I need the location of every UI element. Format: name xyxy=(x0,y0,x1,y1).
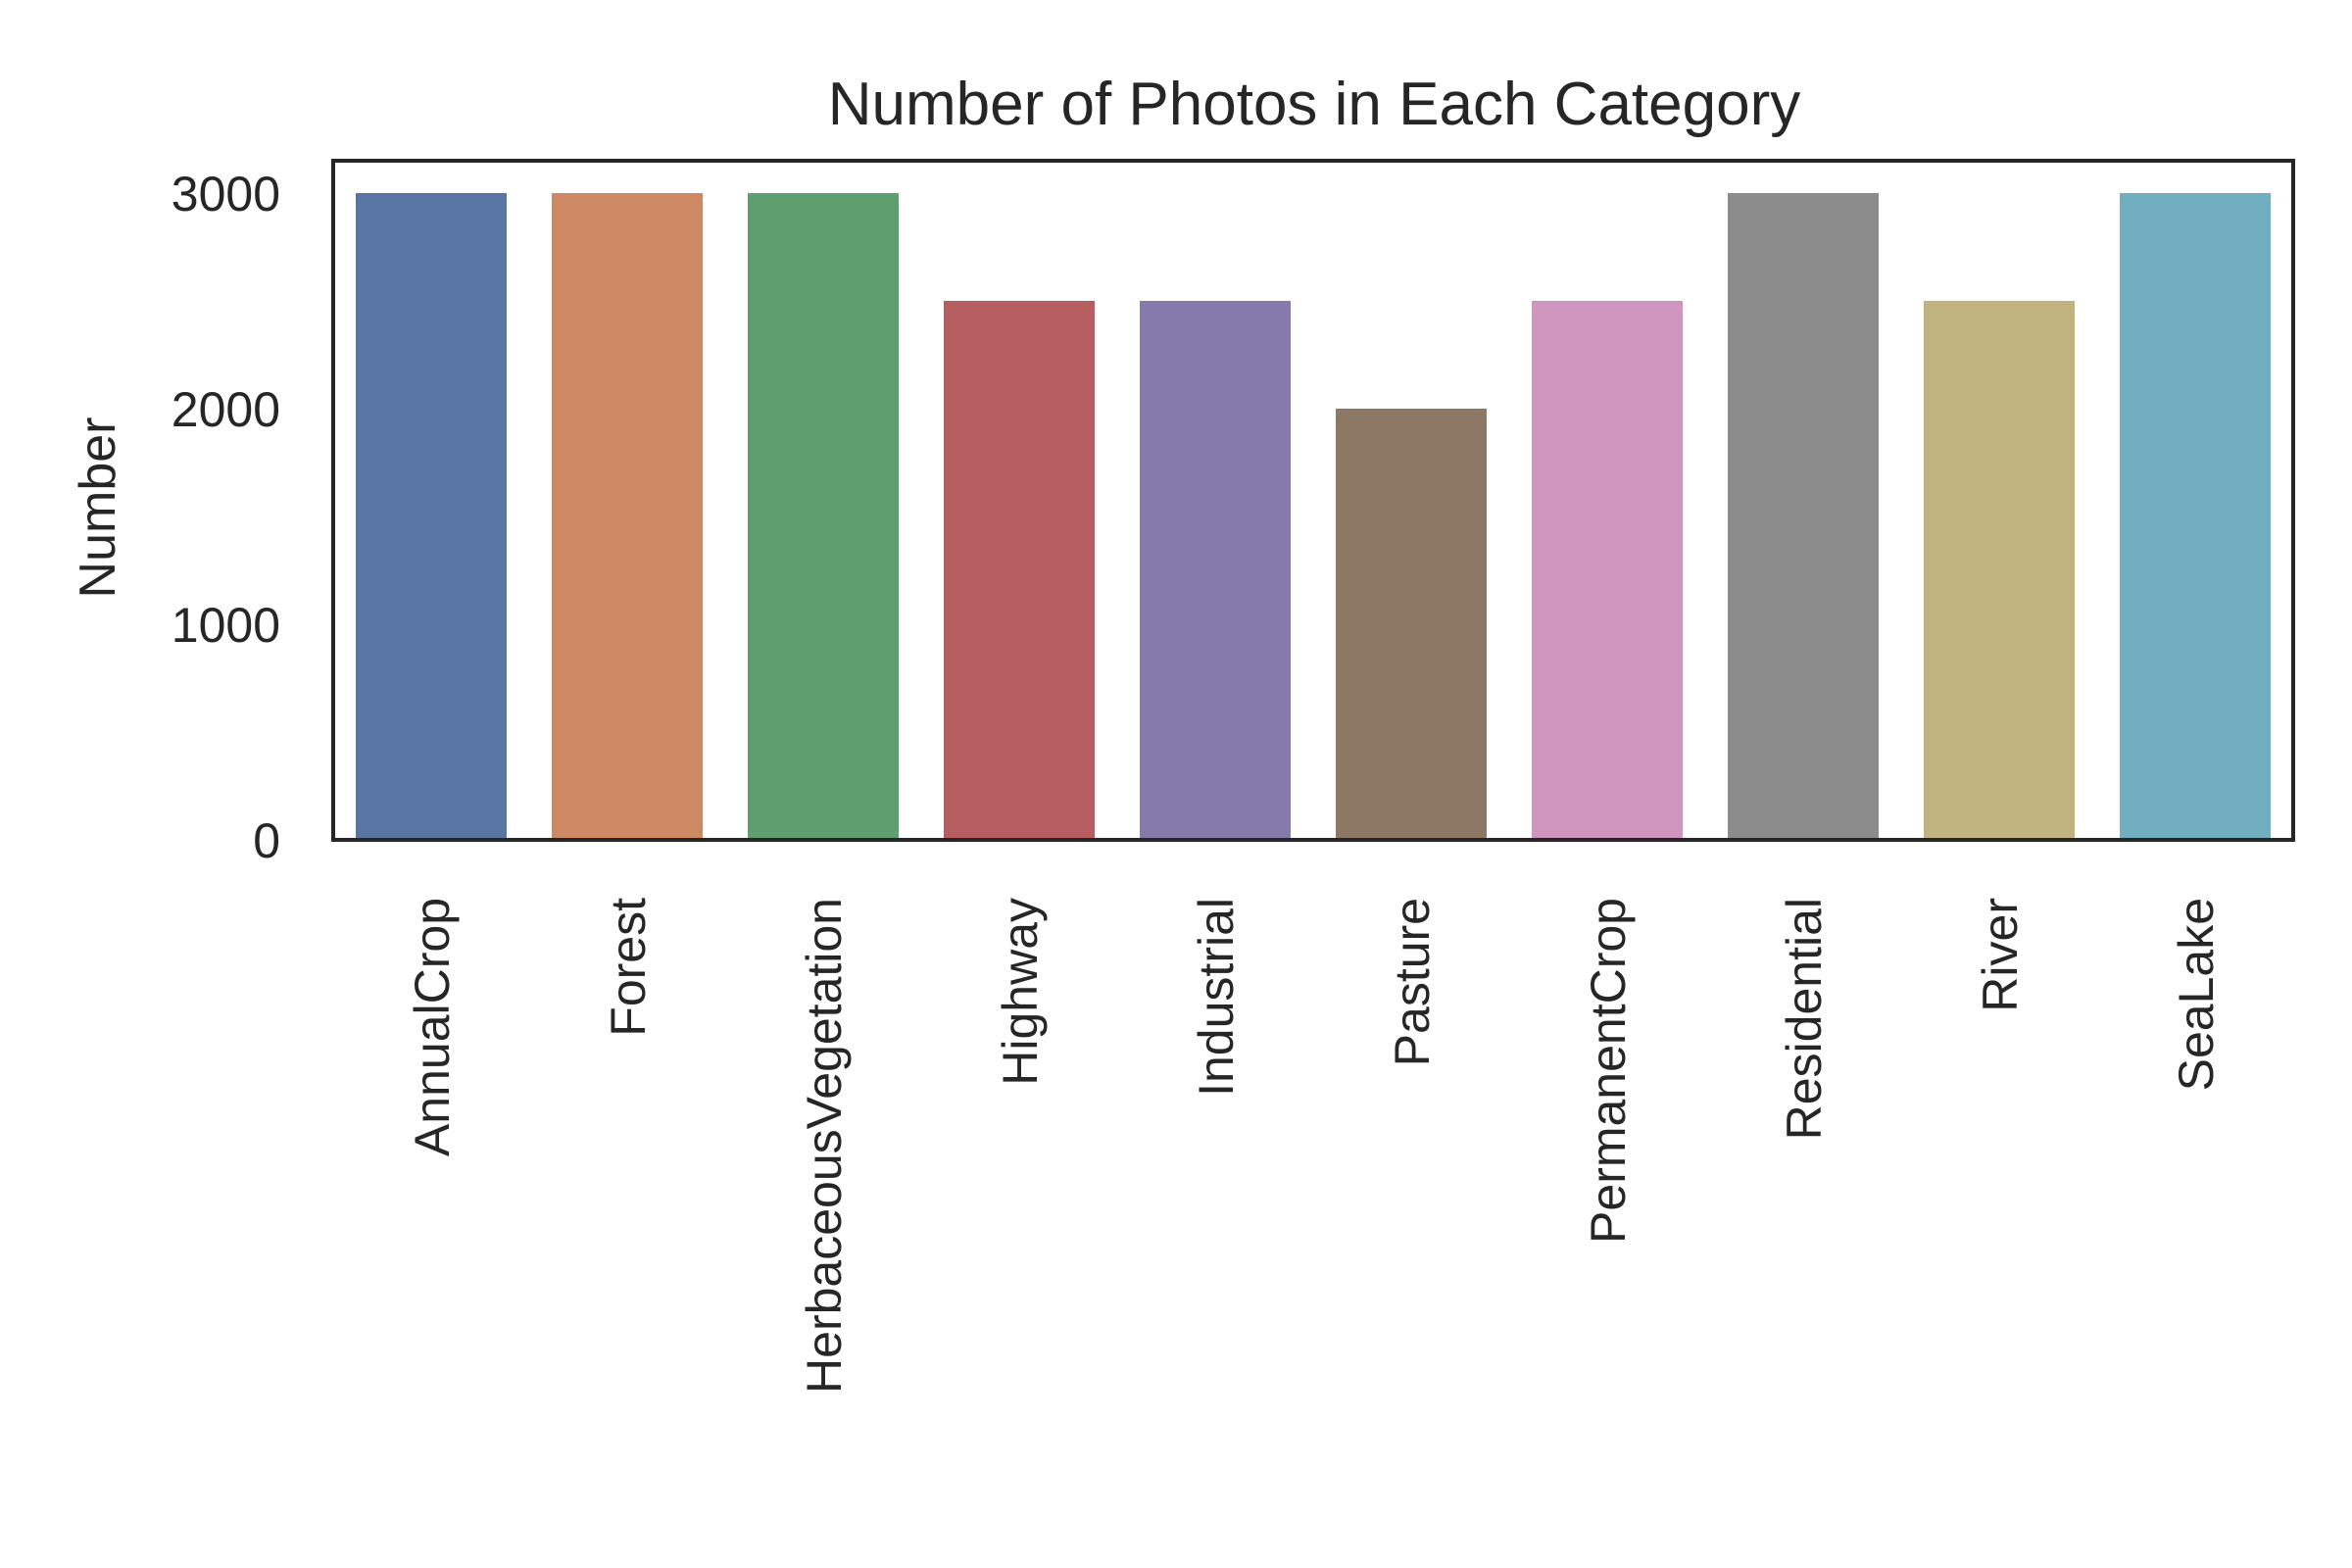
y-tick-label: 0 xyxy=(253,813,280,868)
y-tick-label: 2000 xyxy=(172,382,280,437)
x-tick-label: PermanentCrop xyxy=(1581,898,1636,1244)
bar-highway xyxy=(944,301,1095,840)
chart-title: Number of Photos in Each Category xyxy=(828,71,1801,138)
bar-river xyxy=(1924,301,2075,840)
bar-pasture xyxy=(1336,409,1487,840)
x-tick-label: Industrial xyxy=(1189,898,1244,1097)
bar-industrial xyxy=(1140,301,1291,840)
x-tick-label: Highway xyxy=(993,898,1048,1086)
y-tick-label: 3000 xyxy=(172,167,280,221)
bar-herbaceousvegetation xyxy=(748,193,899,840)
bars-group xyxy=(356,193,2271,840)
x-tick-label: Residential xyxy=(1777,898,1832,1140)
y-tick-label: 1000 xyxy=(172,598,280,653)
y-axis-label: Number xyxy=(70,417,126,599)
x-tick-label: HerbaceousVegetation xyxy=(797,898,852,1394)
x-axis-ticks: AnnualCrop Forest HerbaceousVegetation High… xyxy=(405,898,2224,1394)
x-tick-label: Pasture xyxy=(1385,898,1440,1066)
x-tick-label: River xyxy=(1973,898,2028,1012)
plot-frame xyxy=(331,159,2295,842)
x-tick-label: SeaLake xyxy=(2169,898,2224,1091)
x-tick-label: AnnualCrop xyxy=(405,898,460,1156)
bar-permanentcrop xyxy=(1532,301,1683,840)
bar-annualcrop xyxy=(356,193,507,840)
y-axis-ticks: 0 1000 2000 3000 xyxy=(172,167,280,868)
x-tick-label: Forest xyxy=(601,898,656,1037)
bar-sealake xyxy=(2120,193,2271,840)
bar-forest xyxy=(552,193,703,840)
bar-residential xyxy=(1728,193,1879,840)
